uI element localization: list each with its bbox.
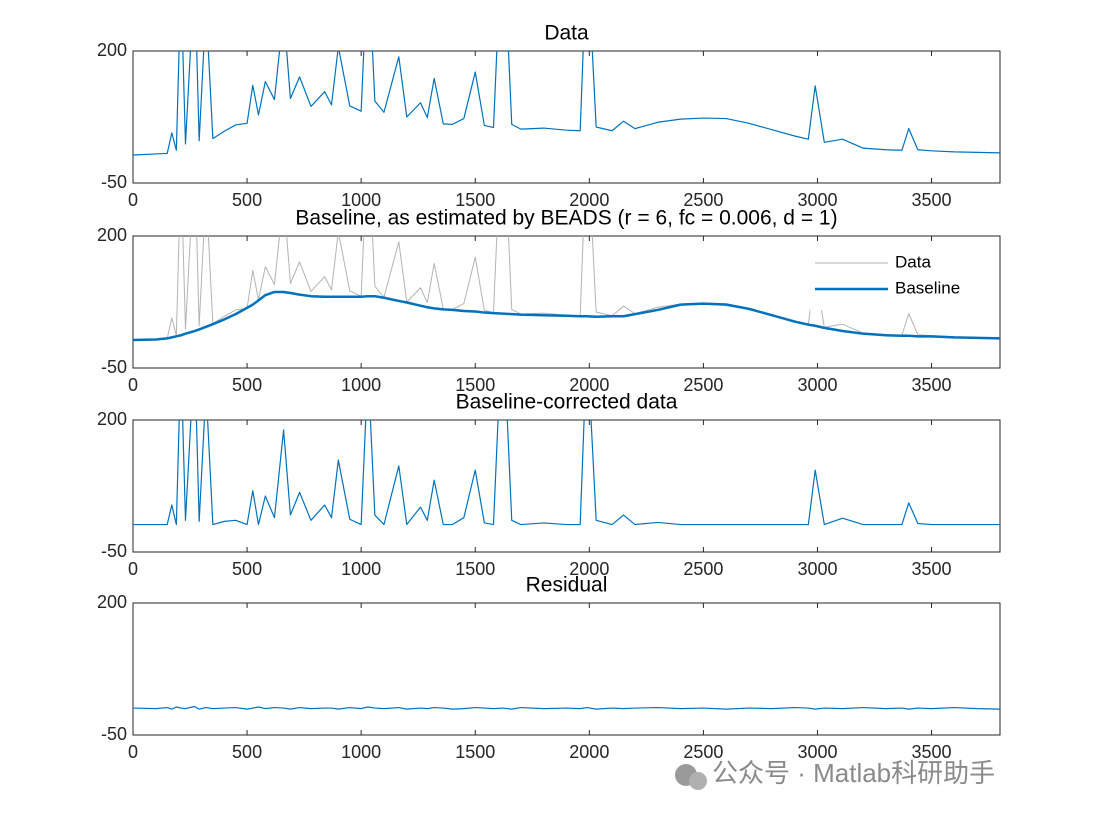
axes-box [132,419,1001,553]
axes-box [132,50,1001,184]
y-tick-label: 200 [97,592,127,612]
x-tick-label: 2000 [569,375,609,395]
x-tick-label: 1000 [341,375,381,395]
plot-area [133,236,1000,342]
x-tick-label: 0 [128,375,138,395]
axes-box [132,602,1001,736]
x-tick-label: 1500 [455,190,495,210]
x-tick-label: 3000 [797,559,837,579]
y-tick-label: 200 [97,409,127,429]
x-tick-label: 2000 [569,742,609,762]
plot-area [133,51,1000,156]
x-tick-label: 2500 [683,375,723,395]
x-tick-label: 2000 [569,559,609,579]
data-line [133,51,1000,156]
x-tick-label: 3500 [912,742,952,762]
x-tick-label: 1500 [455,559,495,579]
legend-label: Data [895,252,931,271]
data-line [133,705,1000,710]
x-tick-label: 3000 [797,742,837,762]
y-tick-label: -50 [101,541,127,561]
plot-area [133,420,1000,526]
x-tick-label: 3000 [797,375,837,395]
legend-label: Baseline [895,278,960,297]
legend-box [810,250,990,310]
chart-title: Residual [526,574,608,597]
x-tick-label: 3500 [912,190,952,210]
watermark-icon [675,764,707,790]
x-tick-label: 3000 [797,190,837,210]
y-tick-label: 200 [97,225,127,245]
y-tick-label: -50 [101,172,127,192]
x-tick-label: 500 [232,742,262,762]
x-tick-label: 0 [128,190,138,210]
x-tick-label: 1000 [341,190,381,210]
chart-title: Data [544,22,589,45]
x-tick-label: 500 [232,190,262,210]
x-tick-label: 0 [128,742,138,762]
plot-area [133,705,1000,710]
y-tick-label: -50 [101,724,127,744]
series-line [133,290,1000,342]
y-tick-label: 200 [97,40,127,60]
x-tick-label: 1500 [455,742,495,762]
x-tick-label: 3500 [912,375,952,395]
x-tick-label: 1500 [455,375,495,395]
y-tick-label: -50 [101,357,127,377]
x-tick-label: 500 [232,559,262,579]
x-tick-label: 2000 [569,190,609,210]
data-line [133,420,1000,526]
x-tick-label: 1000 [341,559,381,579]
x-tick-label: 2500 [683,190,723,210]
chart-title: Baseline-corrected data [456,391,678,414]
chart-title: Baseline, as estimated by BEADS (r = 6, … [295,207,837,230]
x-tick-label: 0 [128,559,138,579]
x-tick-label: 2500 [683,559,723,579]
x-tick-label: 2500 [683,742,723,762]
watermark: 公众号 · Matlab科研助手 [712,758,995,788]
x-tick-label: 3500 [912,559,952,579]
x-tick-label: 1000 [341,742,381,762]
x-tick-label: 500 [232,375,262,395]
